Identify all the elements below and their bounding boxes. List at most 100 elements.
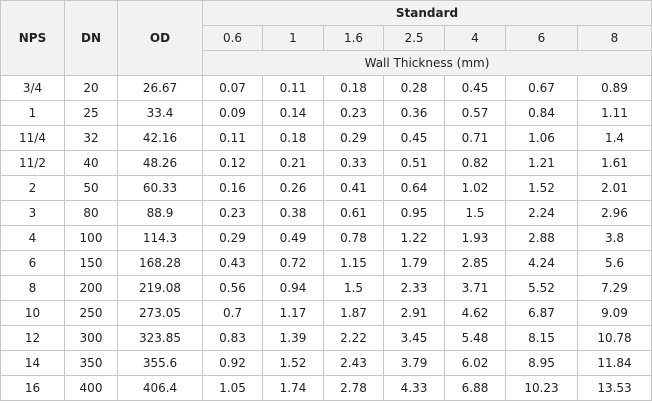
thickness-cell: 0.29 xyxy=(202,225,263,251)
thickness-cell: 0.57 xyxy=(444,100,506,126)
nps-cell: 14 xyxy=(0,350,65,376)
thickness-cell: 4.62 xyxy=(444,300,506,326)
thickness-cell: 0.23 xyxy=(323,100,384,126)
thickness-cell: 8.15 xyxy=(505,325,578,351)
od-cell: 168.28 xyxy=(117,250,203,276)
thickness-cell: 0.16 xyxy=(202,175,263,201)
thickness-cell: 2.96 xyxy=(577,200,652,226)
header-od: OD xyxy=(117,0,203,76)
thickness-cell: 0.95 xyxy=(383,200,445,226)
table-row: 14 350 355.6 0.92 1.52 2.43 3.79 6.02 8.95 11.84 xyxy=(0,350,652,376)
thickness-cell: 1.17 xyxy=(262,300,324,326)
thickness-cell: 0.28 xyxy=(383,75,445,101)
nps-cell: 16 xyxy=(0,375,65,401)
thickness-cell: 0.7 xyxy=(202,300,263,326)
thickness-cell: 0.07 xyxy=(202,75,263,101)
thickness-cell: 0.94 xyxy=(262,275,324,301)
dn-cell: 40 xyxy=(64,150,118,176)
header-nps: NPS xyxy=(0,0,65,76)
table-row: 2 50 60.33 0.16 0.26 0.41 0.64 1.02 1.52 2.01 xyxy=(0,175,652,201)
thickness-cell: 1.52 xyxy=(262,350,324,376)
dn-cell: 32 xyxy=(64,125,118,151)
nps-cell: 11/2 xyxy=(0,150,65,176)
thickness-cell: 1.11 xyxy=(577,100,652,126)
thickness-cell: 0.67 xyxy=(505,75,578,101)
dn-cell: 350 xyxy=(64,350,118,376)
od-cell: 42.16 xyxy=(117,125,203,151)
nps-cell: 8 xyxy=(0,275,65,301)
thickness-cell: 1.21 xyxy=(505,150,578,176)
thickness-cell: 0.11 xyxy=(202,125,263,151)
thickness-cell: 0.14 xyxy=(262,100,324,126)
thickness-cell: 2.22 xyxy=(323,325,384,351)
table-body: 3/4 20 26.67 0.07 0.11 0.18 0.28 0.45 0.67 0.89 1 2… xyxy=(0,75,652,401)
table-row: 10 250 273.05 0.7 1.17 1.87 2.91 4.62 6.87 9.09 xyxy=(0,300,652,326)
thickness-cell: 2.24 xyxy=(505,200,578,226)
table-row: 6 150 168.28 0.43 0.72 1.15 1.79 2.85 4.24 5.6 xyxy=(0,250,652,276)
nps-cell: 6 xyxy=(0,250,65,276)
thickness-cell: 2.01 xyxy=(577,175,652,201)
thickness-cell: 0.11 xyxy=(262,75,324,101)
nps-cell: 10 xyxy=(0,300,65,326)
thickness-cell: 5.6 xyxy=(577,250,652,276)
header-wall-thickness: Wall Thickness (mm) xyxy=(202,50,652,76)
header-standard: Standard xyxy=(202,0,652,26)
thickness-cell: 10.23 xyxy=(505,375,578,401)
thickness-cell: 0.82 xyxy=(444,150,506,176)
od-cell: 48.26 xyxy=(117,150,203,176)
header-row-standard: NPS DN OD Standard xyxy=(0,0,652,76)
thickness-cell: 0.71 xyxy=(444,125,506,151)
thickness-cell: 5.52 xyxy=(505,275,578,301)
od-cell: 273.05 xyxy=(117,300,203,326)
thickness-cell: 0.21 xyxy=(262,150,324,176)
nps-cell: 11/4 xyxy=(0,125,65,151)
table-row: 12 300 323.85 0.83 1.39 2.22 3.45 5.48 8.15 10.78 xyxy=(0,325,652,351)
thickness-cell: 3.71 xyxy=(444,275,506,301)
dn-cell: 20 xyxy=(64,75,118,101)
nps-cell: 2 xyxy=(0,175,65,201)
thickness-cell: 0.09 xyxy=(202,100,263,126)
header-class: 1.6 xyxy=(323,25,384,51)
nps-cell: 4 xyxy=(0,225,65,251)
table-row: 11/2 40 48.26 0.12 0.21 0.33 0.51 0.82 1.21 1.61 xyxy=(0,150,652,176)
od-cell: 406.4 xyxy=(117,375,203,401)
thickness-cell: 1.87 xyxy=(323,300,384,326)
dn-cell: 400 xyxy=(64,375,118,401)
thickness-cell: 1.06 xyxy=(505,125,578,151)
thickness-cell: 3.79 xyxy=(383,350,445,376)
table-row: 3/4 20 26.67 0.07 0.11 0.18 0.28 0.45 0.67 0.89 xyxy=(0,75,652,101)
header-class: 0.6 xyxy=(202,25,263,51)
table-row: 8 200 219.08 0.56 0.94 1.5 2.33 3.71 5.52 7.29 xyxy=(0,275,652,301)
header-class: 2.5 xyxy=(383,25,445,51)
dn-cell: 100 xyxy=(64,225,118,251)
thickness-cell: 1.79 xyxy=(383,250,445,276)
header-dn: DN xyxy=(64,0,118,76)
dn-cell: 150 xyxy=(64,250,118,276)
thickness-cell: 1.74 xyxy=(262,375,324,401)
header-row-unit: Wall Thickness (mm) xyxy=(1,50,652,76)
thickness-cell: 0.49 xyxy=(262,225,324,251)
thickness-cell: 13.53 xyxy=(577,375,652,401)
table-row: 3 80 88.9 0.23 0.38 0.61 0.95 1.5 2.24 2.96 xyxy=(0,200,652,226)
thickness-cell: 0.29 xyxy=(323,125,384,151)
thickness-cell: 1.4 xyxy=(577,125,652,151)
thickness-cell: 1.93 xyxy=(444,225,506,251)
thickness-cell: 0.45 xyxy=(383,125,445,151)
thickness-cell: 0.92 xyxy=(202,350,263,376)
thickness-cell: 0.38 xyxy=(262,200,324,226)
thickness-cell: 0.41 xyxy=(323,175,384,201)
od-cell: 114.3 xyxy=(117,225,203,251)
thickness-cell: 7.29 xyxy=(577,275,652,301)
thickness-cell: 0.23 xyxy=(202,200,263,226)
dn-cell: 25 xyxy=(64,100,118,126)
thickness-cell: 6.87 xyxy=(505,300,578,326)
thickness-cell: 1.22 xyxy=(383,225,445,251)
thickness-cell: 3.8 xyxy=(577,225,652,251)
table-row: 16 400 406.4 1.05 1.74 2.78 4.33 6.88 10.23 13.53 xyxy=(0,375,652,401)
thickness-cell: 1.02 xyxy=(444,175,506,201)
thickness-cell: 8.95 xyxy=(505,350,578,376)
thickness-cell: 0.18 xyxy=(262,125,324,151)
header-class: 8 xyxy=(577,25,652,51)
thickness-cell: 0.72 xyxy=(262,250,324,276)
